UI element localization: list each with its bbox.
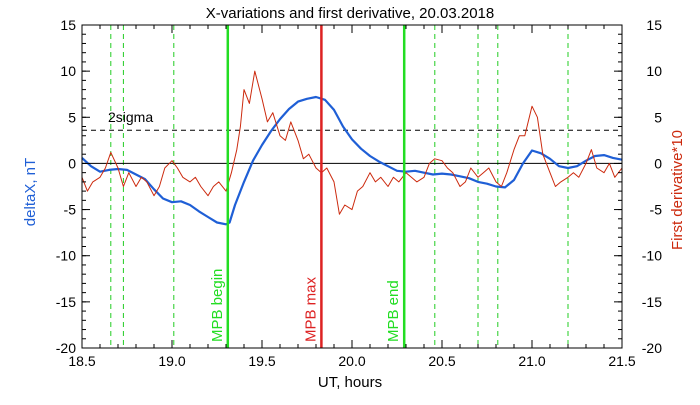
chart-title: X-variations and first derivative, 20.03… [206,5,495,22]
x-tick-label: 20.0 [338,353,365,369]
y-right-tick-label: -15 [642,294,662,310]
y-right-tick-label: -10 [642,248,662,264]
x-tick-label: 19.5 [248,353,275,369]
y-right-tick-label: 5 [654,109,662,125]
y-right-tick-label: 15 [646,17,662,33]
y-left-tick-label: -20 [56,340,76,356]
x-tick-label: 21.5 [608,353,635,369]
derivative-series-line [81,70,623,215]
y-axis-right-label: First derivative*10 [669,130,686,250]
event-marker-label: MPB begin [209,269,226,342]
y-right-tick-label: -20 [642,340,662,356]
y-right-tick-label: -5 [650,202,663,218]
x-tick-label: 18.5 [68,353,95,369]
x-tick-label: 21.0 [518,353,545,369]
y-left-tick-label: 5 [68,109,76,125]
event-marker-label: MPB end [385,280,402,342]
y-axis-left-label: deltaX, nT [22,158,39,226]
plot-frame [81,24,623,349]
y-left-tick-label: 15 [60,17,76,33]
y-right-tick-label: 0 [654,155,662,171]
y-left-tick-label: 0 [68,155,76,171]
chart-marks: 2sigma MPB begin MPB max MPB end [81,25,623,348]
event-marker-label: MPB max [302,276,319,342]
x-tick-label: 20.5 [428,353,455,369]
x-axis-label: UT, hours [318,374,382,391]
x-tick-label: 19.0 [158,353,185,369]
threshold-label: 2sigma [108,109,153,125]
y-right-tick-label: 10 [646,63,662,79]
deltax-series-line [81,95,623,226]
y-left-tick-label: -5 [64,202,77,218]
y-left-tick-label: 10 [60,63,76,79]
y-left-tick-label: -15 [56,294,76,310]
y-left-tick-label: -10 [56,248,76,264]
chart-axes: 18.5 19.0 19.5 20.0 20.5 21.0 21.5 15 10 5 0 -5 -10 -… [56,17,662,369]
